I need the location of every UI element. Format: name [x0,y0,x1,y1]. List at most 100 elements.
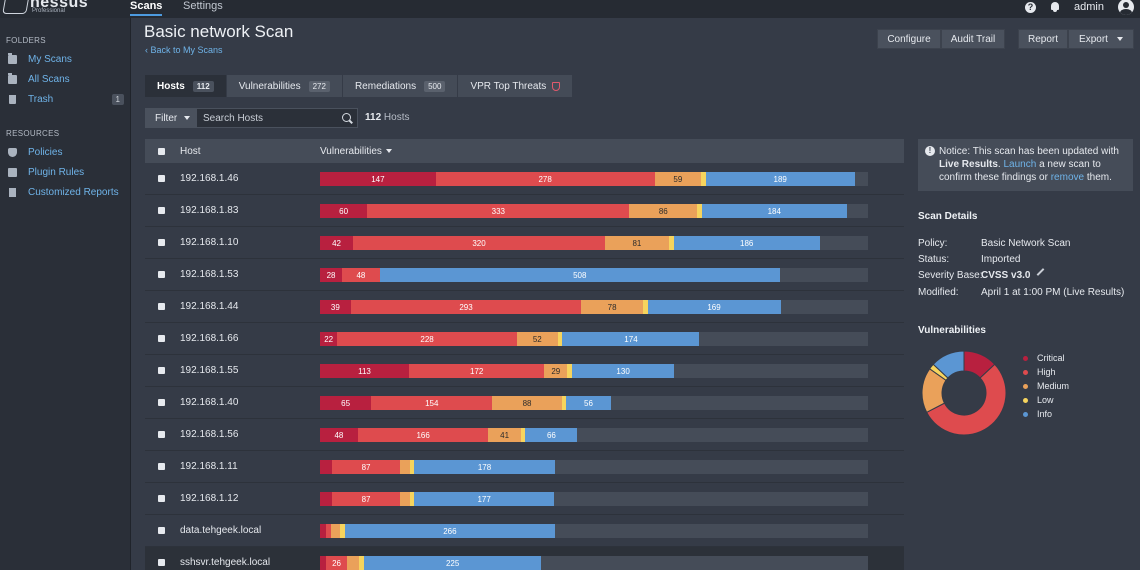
medium-segment[interactable] [400,460,410,474]
medium-segment[interactable]: 78 [581,300,643,314]
info-segment[interactable]: 186 [673,236,820,250]
row-checkbox[interactable] [158,527,165,534]
nessus-logo[interactable]: nessus Professional [2,0,88,16]
high-segment[interactable]: 26 [326,556,347,570]
vulnerability-bar[interactable]: 87 177 [320,492,868,506]
table-row[interactable]: 192.168.1.46 147 278 59 189 [145,163,904,195]
user-name[interactable]: admin [1074,1,1104,13]
vulnerability-bar[interactable]: 113 172 29 130 [320,364,868,378]
nav-settings[interactable]: Settings [183,0,223,12]
critical-segment[interactable] [320,460,332,474]
high-segment[interactable]: 320 [353,236,606,250]
medium-segment[interactable]: 52 [516,332,558,346]
help-icon[interactable]: ? [1025,1,1037,13]
high-segment[interactable]: 48 [342,268,380,282]
table-row[interactable]: 192.168.1.40 65 154 88 56 [145,387,904,419]
critical-segment[interactable]: 39 [320,300,351,314]
critical-segment[interactable]: 113 [320,364,409,378]
vulnerability-bar[interactable]: 26 225 [320,556,868,570]
low-segment[interactable] [561,396,567,410]
row-checkbox[interactable] [158,367,165,374]
vulnerability-bar[interactable]: 28 48 508 [320,268,868,282]
medium-segment[interactable]: 41 [488,428,521,442]
tab-hosts[interactable]: Hosts 112 [145,75,227,97]
nav-scans[interactable]: Scans [130,0,163,16]
column-header-vulnerabilities[interactable]: Vulnerabilities [320,146,392,157]
critical-segment[interactable] [320,524,327,538]
avatar[interactable] [1118,0,1134,15]
row-checkbox[interactable] [158,399,165,406]
critical-segment[interactable]: 60 [320,204,368,218]
high-segment[interactable]: 333 [367,204,630,218]
row-checkbox[interactable] [158,271,165,278]
table-row[interactable]: 192.168.1.12 87 177 [145,483,904,515]
medium-segment[interactable]: 81 [605,236,669,250]
high-segment[interactable]: 293 [350,300,582,314]
info-segment[interactable]: 169 [647,300,781,314]
high-segment[interactable]: 278 [435,172,655,186]
low-segment[interactable] [557,332,563,346]
sidebar-item-my-scans[interactable]: My Scans [8,51,124,67]
critical-segment[interactable] [320,556,327,570]
bell-icon[interactable] [1050,2,1060,12]
medium-segment[interactable]: 88 [492,396,562,410]
low-segment[interactable] [359,556,365,570]
configure-button[interactable]: Configure [877,29,941,49]
vulnerability-bar[interactable]: 48 166 41 66 [320,428,868,442]
table-row[interactable]: data.tehgeek.local 266 [145,515,904,547]
row-checkbox[interactable] [158,207,165,214]
sidebar-item-customized-reports[interactable]: Customized Reports [8,184,124,200]
table-row[interactable]: 192.168.1.53 28 48 508 [145,259,904,291]
vulnerability-bar[interactable]: 147 278 59 189 [320,172,868,186]
tab-vulnerabilities[interactable]: Vulnerabilities 272 [226,75,343,97]
row-checkbox[interactable] [158,495,165,502]
filter-button[interactable]: Filter [145,108,196,128]
critical-segment[interactable]: 22 [320,332,338,346]
sidebar-item-plugin-rules[interactable]: Plugin Rules [8,164,124,180]
select-all-checkbox[interactable] [158,148,165,155]
high-slice[interactable] [926,363,1007,436]
sidebar-item-trash[interactable]: Trash 1 [8,91,124,107]
info-segment[interactable]: 130 [571,364,675,378]
column-header-host[interactable]: Host [180,146,201,157]
tab-remediations[interactable]: Remediations 500 [342,75,459,97]
row-checkbox[interactable] [158,335,165,342]
vulnerability-bar[interactable]: 65 154 88 56 [320,396,868,410]
low-segment[interactable] [697,204,702,218]
high-segment[interactable]: 87 [331,492,401,506]
medium-segment[interactable] [331,524,341,538]
critical-segment[interactable]: 42 [320,236,354,250]
table-row[interactable]: 192.168.1.56 48 166 41 66 [145,419,904,451]
high-segment[interactable]: 154 [371,396,493,410]
critical-segment[interactable]: 48 [320,428,358,442]
table-row[interactable]: 192.168.1.83 60 333 86 184 [145,195,904,227]
row-checkbox[interactable] [158,175,165,182]
low-segment[interactable] [701,172,706,186]
critical-segment[interactable]: 147 [320,172,436,186]
critical-segment[interactable] [320,492,332,506]
critical-segment[interactable]: 28 [320,268,343,282]
high-segment[interactable] [326,524,332,538]
export-button[interactable]: Export [1068,29,1134,49]
search-input[interactable] [197,109,327,127]
high-segment[interactable]: 228 [337,332,517,346]
pencil-icon[interactable] [1036,268,1045,276]
tab-vpr-top-threats[interactable]: VPR Top Threats [458,75,574,97]
info-segment[interactable]: 189 [705,172,855,186]
vulnerability-bar[interactable]: 22 228 52 174 [320,332,868,346]
vulnerability-bar[interactable]: 266 [320,524,868,538]
medium-segment[interactable]: 29 [544,364,568,378]
sidebar-item-all-scans[interactable]: All Scans [8,71,124,87]
vulnerability-bar[interactable]: 60 333 86 184 [320,204,868,218]
table-row[interactable]: 192.168.1.66 22 228 52 174 [145,323,904,355]
vulnerability-bar[interactable]: 87 178 [320,460,868,474]
row-checkbox[interactable] [158,559,165,566]
info-segment[interactable]: 177 [414,492,554,506]
info-segment[interactable]: 184 [701,204,847,218]
high-segment[interactable]: 172 [408,364,545,378]
row-checkbox[interactable] [158,239,165,246]
report-button[interactable]: Report [1018,29,1068,49]
info-segment[interactable]: 266 [345,524,555,538]
low-segment[interactable] [409,460,415,474]
info-slice[interactable] [932,350,965,379]
